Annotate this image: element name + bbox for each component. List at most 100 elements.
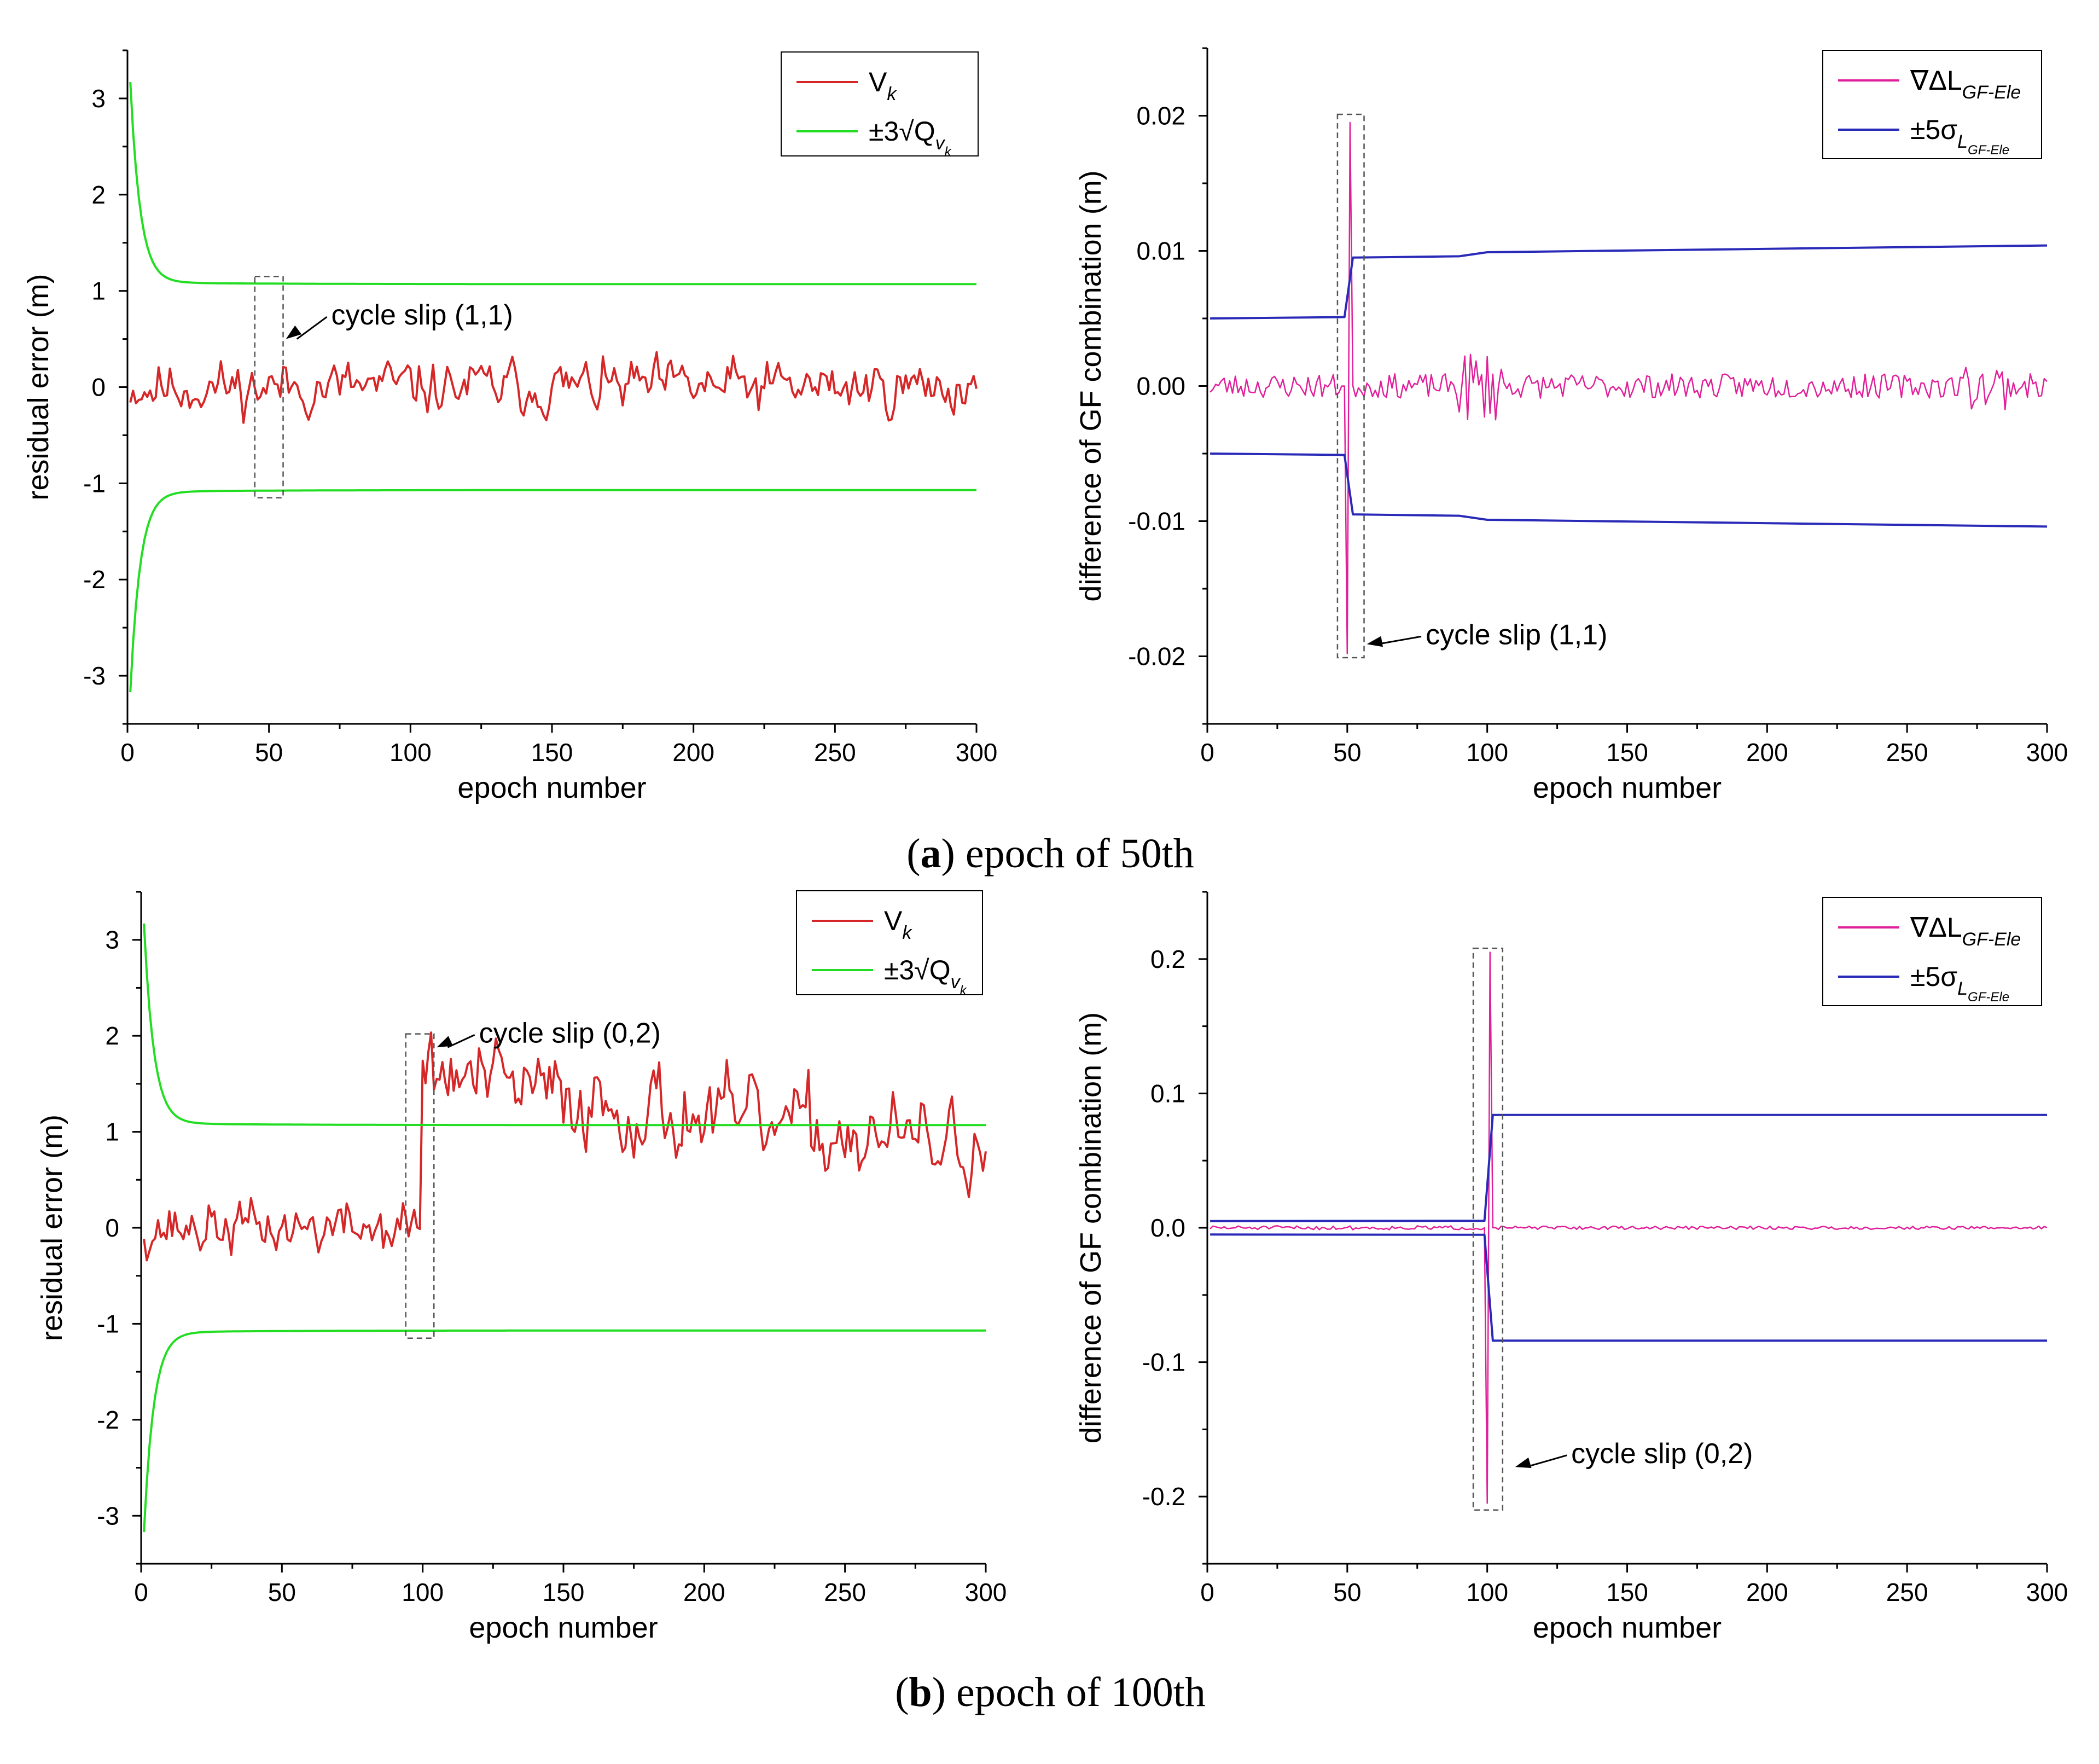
x-axis-label: epoch number	[457, 771, 646, 804]
annotation-arrow	[1526, 1454, 1567, 1468]
annotation-text: cycle slip (1,1)	[331, 299, 513, 331]
x-tick-label: 100	[1466, 1578, 1508, 1606]
x-axis-label: epoch number	[1533, 771, 1722, 804]
y-tick-label: 0	[105, 1214, 119, 1242]
series-line-0	[1210, 121, 2048, 654]
legend-label-subsub: k	[960, 983, 968, 998]
y-tick-label: 3	[91, 84, 106, 113]
legend-label-base: ±3√Q	[869, 116, 935, 147]
cycle-slip-box	[1472, 947, 1504, 1511]
x-tick-label: 250	[824, 1578, 866, 1606]
y-tick-label: -0.02	[1128, 642, 1185, 671]
cycle-slip-box	[405, 1033, 435, 1339]
legend-box	[796, 890, 983, 995]
legend-label: ±5σLGF-Ele	[1910, 961, 2009, 1005]
x-tick-label: 150	[531, 738, 573, 767]
legend-label-sub: v	[935, 133, 946, 154]
series-line-1	[1210, 244, 2048, 320]
legend-label-base: ±3√Q	[884, 955, 951, 985]
x-tick-label: 250	[1886, 738, 1928, 767]
legend-label: ±3√Qvk	[884, 955, 968, 998]
y-tick-label: -2	[83, 565, 106, 594]
series-line-0	[143, 1031, 987, 1262]
y-axis-label: residual error (m)	[36, 1115, 68, 1341]
legend-label-sub: L	[1957, 978, 1968, 999]
legend-label-base: V	[869, 67, 887, 97]
legend-label-base: V	[884, 906, 903, 936]
annotation-text: cycle slip (1,1)	[1426, 619, 1607, 651]
legend-label: ±3√Qvk	[869, 116, 952, 159]
legend-label-sub: L	[1957, 131, 1968, 152]
annotation-arrowhead	[437, 1036, 453, 1048]
caption-b: (b) epoch of 100th	[895, 1669, 1206, 1715]
series-line-2	[1210, 1233, 2047, 1342]
series-line-2	[129, 489, 976, 693]
legend-box	[781, 51, 979, 156]
series-line-1	[129, 82, 976, 286]
x-tick-label: 300	[2026, 738, 2068, 767]
legend-box	[1822, 897, 2042, 1006]
legend-label-sub: GF-Ele	[1962, 929, 2021, 950]
x-tick-label: 200	[672, 738, 714, 767]
y-tick-label: 0.0	[1150, 1214, 1185, 1242]
chart-a-right: 0 50 100 150 200 250 300 -0.02 -0.01 0.00 0.01 0.02…	[1074, 47, 2068, 804]
y-axis-label: residual error (m)	[22, 274, 55, 500]
x-tick-label: 250	[814, 738, 856, 767]
x-tick-label: 0	[120, 738, 135, 767]
x-axis-label: epoch number	[469, 1611, 658, 1644]
legend-label-subsub: GF-Ele	[1968, 143, 2009, 158]
x-tick-label: 200	[1746, 738, 1788, 767]
chart-b-right: 0 50 100 150 200 250 300 -0.2 -0.1 0.0 0.1 0.2 epoch…	[1074, 891, 2068, 1644]
x-tick-label: 0	[1200, 738, 1214, 767]
y-tick-label: -2	[97, 1406, 119, 1434]
x-axis-label: epoch number	[1533, 1611, 1722, 1644]
y-axis-label: difference of GF combination (m)	[1074, 170, 1107, 601]
series-line-0	[1210, 951, 2048, 1504]
x-tick-label: 150	[543, 1578, 585, 1606]
chart-a-left: 0 50 100 150 200 250 300 -3 -2 -1 0 1 2 3 epoch number…	[22, 49, 998, 804]
y-tick-label: 0.02	[1136, 102, 1185, 130]
y-tick-label: -3	[83, 662, 106, 690]
x-tick-label: 250	[1886, 1578, 1928, 1606]
x-tick-label: 300	[956, 738, 998, 767]
y-tick-label: 1	[105, 1118, 119, 1146]
y-tick-label: 0.01	[1136, 237, 1185, 265]
y-tick-label: -0.1	[1142, 1348, 1185, 1377]
x-tick-label: 200	[683, 1578, 725, 1606]
y-tick-label: 0	[91, 373, 106, 402]
x-tick-label: 0	[1200, 1578, 1214, 1606]
chart-b-left: 0 50 100 150 200 250 300 -3 -2 -1 0 1 2 3 epoch number…	[36, 890, 1007, 1644]
series-line-1	[1210, 1113, 2047, 1222]
x-tick-label: 50	[268, 1578, 296, 1606]
legend-box	[1822, 50, 2042, 159]
legend-label-sub: v	[951, 972, 961, 993]
annotation-arrowhead	[1515, 1457, 1532, 1469]
cycle-slip-box	[1336, 113, 1365, 659]
series-line-2	[143, 1329, 986, 1533]
y-tick-label: -1	[97, 1309, 119, 1338]
y-tick-label: 3	[105, 926, 119, 954]
legend-label: Vk	[884, 906, 912, 943]
series-line-1	[143, 923, 986, 1127]
x-tick-label: 100	[402, 1578, 444, 1606]
y-tick-label: 0.2	[1150, 945, 1185, 973]
series-line-2	[1210, 452, 2048, 528]
y-tick-label: 0.00	[1136, 372, 1185, 401]
x-tick-label: 50	[255, 738, 283, 767]
x-tick-label: 150	[1606, 738, 1648, 767]
x-tick-label: 0	[134, 1578, 148, 1606]
annotation-arrow	[296, 316, 328, 340]
x-tick-label: 300	[2026, 1578, 2068, 1606]
legend-label-sub: GF-Ele	[1962, 82, 2021, 103]
legend-label-subsub: k	[945, 144, 952, 159]
legend-label: Vk	[869, 67, 897, 105]
y-tick-label: 2	[105, 1022, 119, 1050]
x-tick-label: 200	[1746, 1578, 1788, 1606]
legend-label-base: ∇ΔL	[1910, 912, 1962, 943]
legend-label-sub: k	[887, 84, 897, 105]
x-tick-label: 100	[1466, 738, 1508, 767]
series-line-0	[129, 351, 978, 424]
legend-label-sub: k	[902, 922, 912, 943]
x-tick-label: 100	[389, 738, 432, 767]
